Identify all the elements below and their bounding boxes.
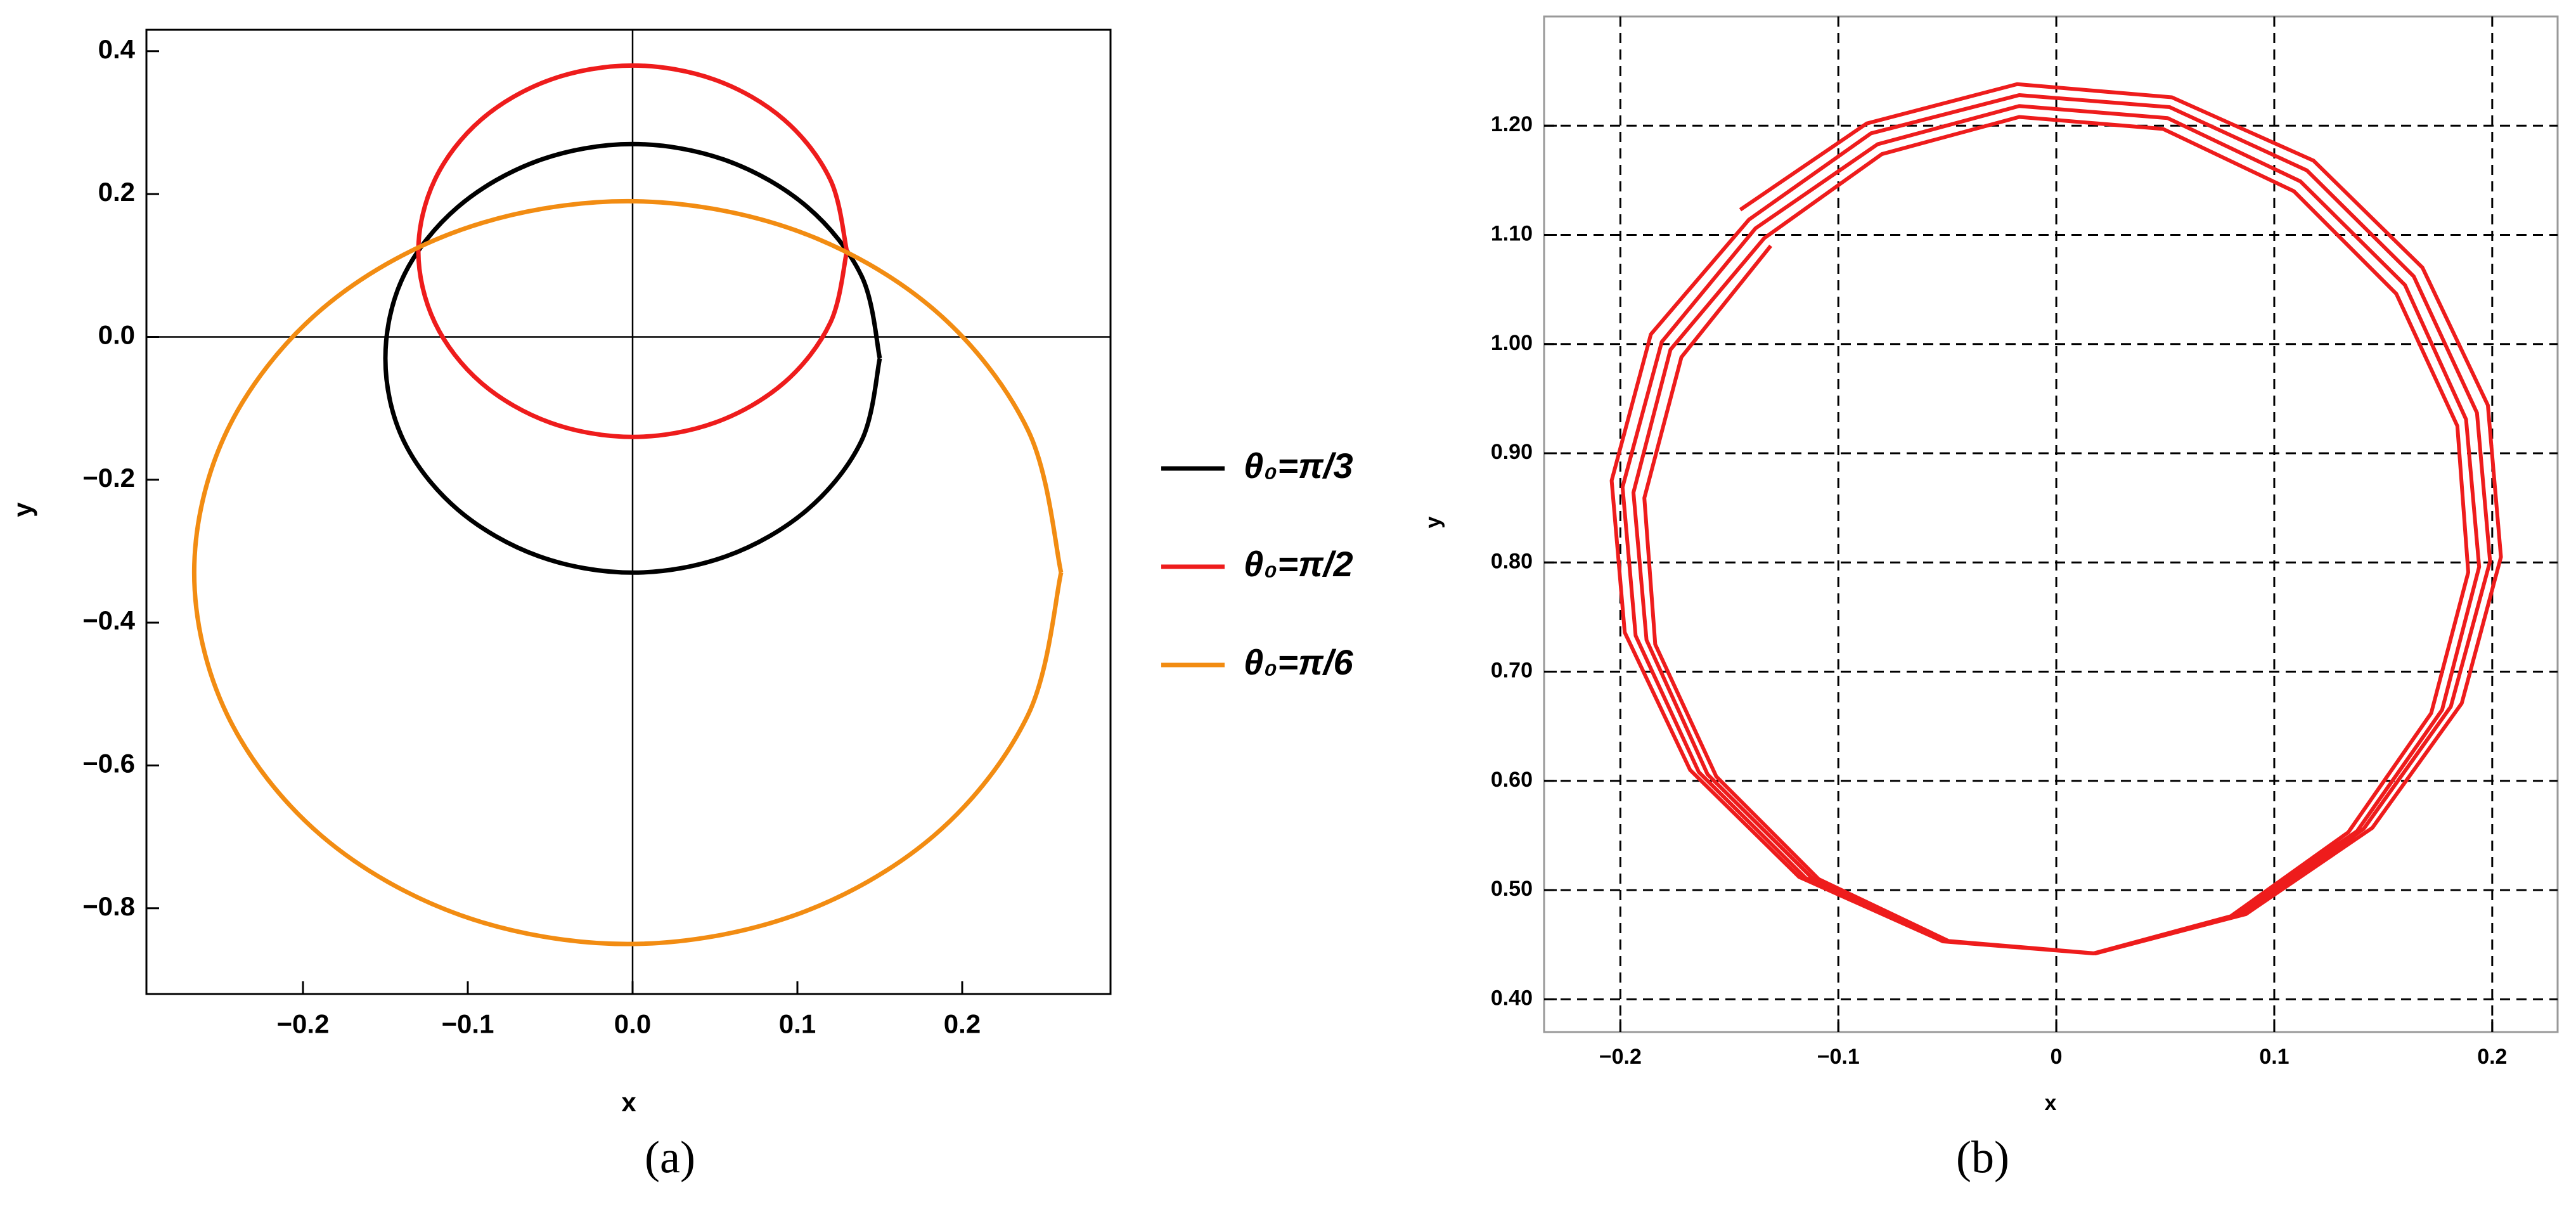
y-tick-label: 1.00: [1491, 331, 1533, 355]
y-axis-label: y: [8, 502, 37, 517]
x-tick-label: −0.1: [442, 1009, 494, 1038]
legend-label: θ₀=π/2: [1244, 544, 1353, 584]
series-line: [383, 141, 882, 575]
legend-label: θ₀=π/6: [1244, 642, 1353, 682]
y-tick-label: −0.4: [82, 605, 136, 635]
y-tick-label: 0.70: [1491, 659, 1533, 683]
x-axis-label: x: [621, 1087, 636, 1117]
y-tick-label: 0.90: [1491, 440, 1533, 464]
y-tick-label: −0.2: [82, 463, 135, 493]
y-tick-label: 0.80: [1491, 549, 1533, 573]
x-tick-label: 0.1: [779, 1009, 816, 1038]
x-tick-label: −0.1: [1817, 1045, 1860, 1069]
y-tick-label: 0.50: [1491, 877, 1533, 901]
x-tick-label: 0.1: [2259, 1045, 2289, 1069]
x-tick-label: −0.2: [1599, 1045, 1642, 1069]
caption: (a): [645, 1132, 695, 1183]
y-tick-label: −0.8: [82, 891, 135, 921]
y-axis-label: y: [1421, 516, 1445, 528]
y-tick-label: 1.20: [1491, 112, 1533, 136]
x-tick-label: 0.2: [944, 1009, 981, 1038]
caption: (b): [1956, 1132, 2009, 1183]
y-tick-label: 0.2: [98, 177, 135, 207]
x-axis-label: x: [2045, 1091, 2057, 1115]
x-tick-label: 0.0: [614, 1009, 651, 1038]
series-line: [416, 63, 849, 439]
x-tick-label: −0.2: [277, 1009, 330, 1038]
y-tick-label: 0.40: [1491, 986, 1533, 1010]
x-tick-label: 0: [2051, 1045, 2063, 1069]
legend-label: θ₀=π/3: [1244, 446, 1353, 486]
series-line: [191, 198, 1064, 946]
plot-frame: [145, 29, 1112, 995]
y-tick-label: 0.0: [98, 320, 135, 350]
y-tick-label: 0.60: [1491, 768, 1533, 792]
x-tick-label: 0.2: [2477, 1045, 2507, 1069]
y-tick-label: −0.6: [82, 749, 135, 778]
plot-frame: [1543, 15, 2559, 1033]
series-line: [1609, 82, 2503, 955]
y-tick-label: 0.4: [98, 34, 136, 64]
y-tick-label: 1.10: [1491, 222, 1533, 246]
